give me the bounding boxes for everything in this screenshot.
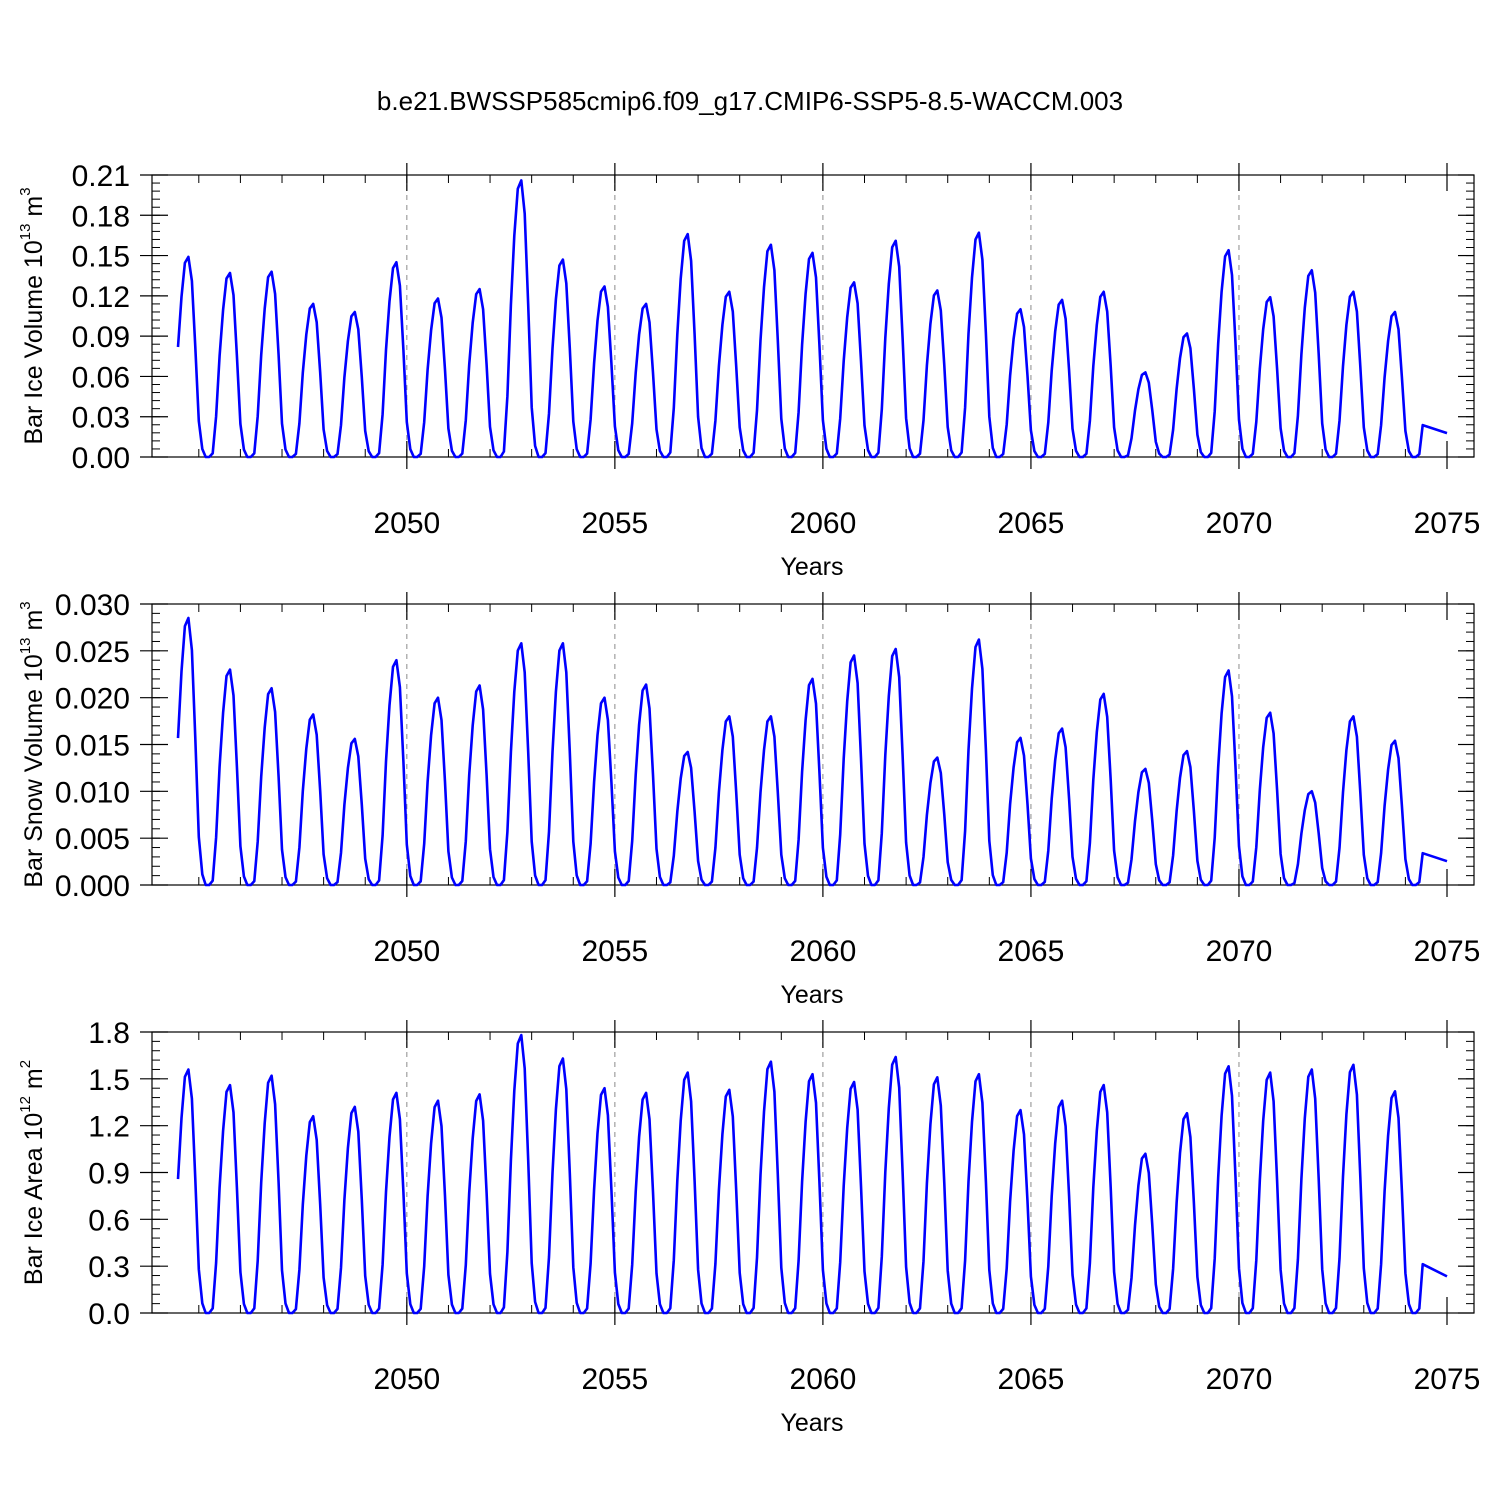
x-tick-label: 2050 bbox=[373, 935, 440, 968]
y-axis-label: Bar Ice Volume 1013 m3 bbox=[17, 187, 48, 444]
y-axis-label: Bar Snow Volume 1013 m3 bbox=[17, 601, 48, 887]
y-axis-label-part: Bar Ice Area 10 bbox=[20, 1113, 48, 1285]
x-tick-label: 2050 bbox=[373, 507, 440, 540]
y-tick-label: 0.6 bbox=[88, 1204, 130, 1237]
panel-2: 0.000 0.005 0.010 0.015 0.020 0.025 0.030 2050 2… bbox=[17, 589, 1480, 1009]
x-tick-label: 2075 bbox=[1414, 507, 1481, 540]
y-tick-label: 0.21 bbox=[72, 160, 130, 193]
x-tick-label: 2075 bbox=[1414, 1363, 1481, 1396]
y-axis-label-superscript: 3 bbox=[17, 187, 34, 195]
series-line bbox=[176, 179, 1448, 459]
y-tick-label: 1.2 bbox=[88, 1111, 130, 1144]
y-axis-label-superscript: 13 bbox=[17, 637, 34, 654]
x-tick-label: 2070 bbox=[1206, 507, 1273, 540]
series-line bbox=[176, 1033, 1448, 1315]
x-tick-label: 2050 bbox=[373, 1363, 440, 1396]
y-tick-label: 0.00 bbox=[72, 442, 130, 475]
y-axis-label-part: m bbox=[20, 1068, 48, 1096]
y-axis-label-part: Bar Ice Volume 10 bbox=[20, 240, 48, 444]
y-axis-label-part: m bbox=[20, 196, 48, 224]
y-axis-label: Bar Ice Area 1012 m2 bbox=[17, 1060, 48, 1285]
x-tick-label: 2070 bbox=[1206, 1363, 1273, 1396]
x-tick-label: 2070 bbox=[1206, 935, 1273, 968]
x-tick-label: 2060 bbox=[790, 935, 857, 968]
y-tick-label: 0.000 bbox=[55, 870, 130, 903]
x-tick-label: 2055 bbox=[581, 1363, 648, 1396]
y-tick-label: 0.06 bbox=[72, 361, 130, 394]
y-tick-label: 0.18 bbox=[72, 200, 130, 233]
y-axis-label-superscript: 13 bbox=[17, 224, 34, 241]
figure-title: b.e21.BWSSP585cmip6.f09_g17.CMIP6-SSP5-8… bbox=[377, 86, 1123, 116]
y-tick-label: 0.3 bbox=[88, 1251, 130, 1284]
y-tick-label: 0.005 bbox=[55, 823, 130, 856]
y-tick-label: 0.025 bbox=[55, 636, 130, 669]
y-tick-label: 0.020 bbox=[55, 683, 130, 716]
y-tick-label: 0.03 bbox=[72, 402, 130, 435]
panel-3: 0.0 0.3 0.6 0.9 1.2 1.5 1.8 2050 2055 2060 2065 207… bbox=[17, 1017, 1480, 1437]
x-axis-label: Years bbox=[780, 981, 843, 1009]
y-axis-label-part: m bbox=[20, 610, 48, 638]
x-tick-label: 2075 bbox=[1414, 935, 1481, 968]
y-tick-label: 0.030 bbox=[55, 589, 130, 622]
panel-1: 0.00 0.03 0.06 0.09 0.12 0.15 0.18 0.21 2050 2055… bbox=[17, 160, 1480, 581]
x-tick-label: 2055 bbox=[581, 935, 648, 968]
y-tick-label: 0.0 bbox=[88, 1298, 130, 1331]
x-tick-label: 2065 bbox=[998, 507, 1065, 540]
x-tick-label: 2065 bbox=[998, 1363, 1065, 1396]
plot-frame bbox=[151, 174, 1475, 458]
y-tick-label: 0.9 bbox=[88, 1158, 130, 1191]
x-axis-label: Years bbox=[780, 553, 843, 581]
y-tick-label: 0.09 bbox=[72, 321, 130, 354]
x-tick-label: 2055 bbox=[581, 507, 648, 540]
y-tick-label: 0.010 bbox=[55, 776, 130, 809]
y-tick-label: 1.5 bbox=[88, 1064, 130, 1097]
y-tick-label: 0.12 bbox=[72, 281, 130, 314]
y-axis-label-part: Bar Snow Volume 10 bbox=[20, 654, 48, 887]
y-tick-label: 1.8 bbox=[88, 1017, 130, 1050]
x-tick-label: 2060 bbox=[790, 507, 857, 540]
y-axis-label-superscript: 2 bbox=[17, 1060, 34, 1068]
y-axis-label-superscript: 12 bbox=[17, 1096, 34, 1113]
x-axis-label: Years bbox=[780, 1409, 843, 1437]
y-tick-label: 0.15 bbox=[72, 241, 130, 274]
x-tick-label: 2065 bbox=[998, 935, 1065, 968]
x-tick-label: 2060 bbox=[790, 1363, 857, 1396]
series-line bbox=[176, 616, 1448, 887]
y-tick-label: 0.015 bbox=[55, 730, 130, 763]
y-axis-label-superscript: 3 bbox=[17, 601, 34, 609]
